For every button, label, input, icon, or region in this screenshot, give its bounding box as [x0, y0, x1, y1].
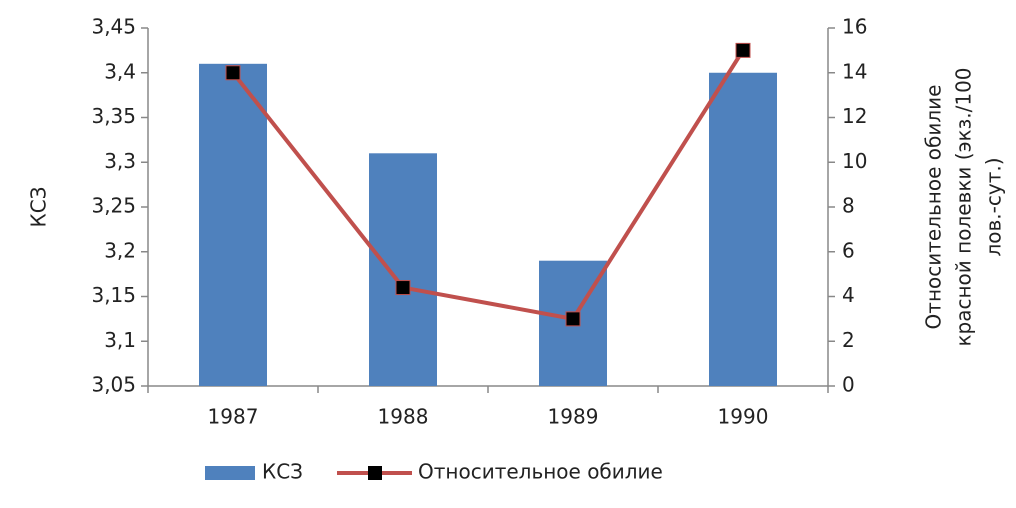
y-tick-label: 3,3	[104, 149, 136, 173]
y2-axis-label: лов.-сут.)	[982, 157, 1006, 256]
y-tick-label: 3,35	[91, 104, 136, 128]
legend-label: Относительное обилие	[418, 460, 663, 484]
marker	[395, 280, 411, 296]
x-tick-label: 1988	[378, 405, 429, 429]
x-tick-label: 1989	[548, 405, 599, 429]
bar	[709, 72, 777, 386]
y2-tick-label: 0	[842, 373, 855, 397]
legend-label: КСЗ	[262, 460, 303, 484]
y2-tick-label: 16	[842, 15, 867, 39]
bar	[369, 153, 437, 386]
y-tick-label: 3,05	[91, 373, 136, 397]
y-tick-label: 3,2	[104, 238, 136, 262]
legend-marker	[368, 466, 382, 480]
y-tick-label: 3,4	[104, 59, 136, 83]
y-tick-label: 3,45	[91, 15, 136, 39]
bar	[199, 63, 267, 387]
y-tick-label: 3,1	[104, 328, 136, 352]
y-axis-label: КСЗ	[27, 187, 51, 228]
marker	[565, 311, 581, 327]
x-tick-label: 1990	[718, 405, 769, 429]
legend-swatch	[205, 466, 255, 480]
y2-tick-label: 12	[842, 104, 867, 128]
y2-axis-label: красной полевки (экз./100	[952, 67, 976, 346]
y2-tick-label: 2	[842, 328, 855, 352]
marker	[735, 42, 751, 58]
y2-tick-label: 10	[842, 149, 867, 173]
y2-axis-label: Относительное обилие	[922, 85, 946, 330]
y2-tick-label: 6	[842, 238, 855, 262]
y2-tick-label: 4	[842, 283, 855, 307]
y-tick-label: 3,15	[91, 283, 136, 307]
y-tick-label: 3,25	[91, 194, 136, 218]
x-tick-label: 1987	[208, 405, 259, 429]
line	[231, 49, 745, 322]
marker	[225, 65, 241, 81]
y2-tick-label: 14	[842, 59, 867, 83]
y2-tick-label: 8	[842, 194, 855, 218]
